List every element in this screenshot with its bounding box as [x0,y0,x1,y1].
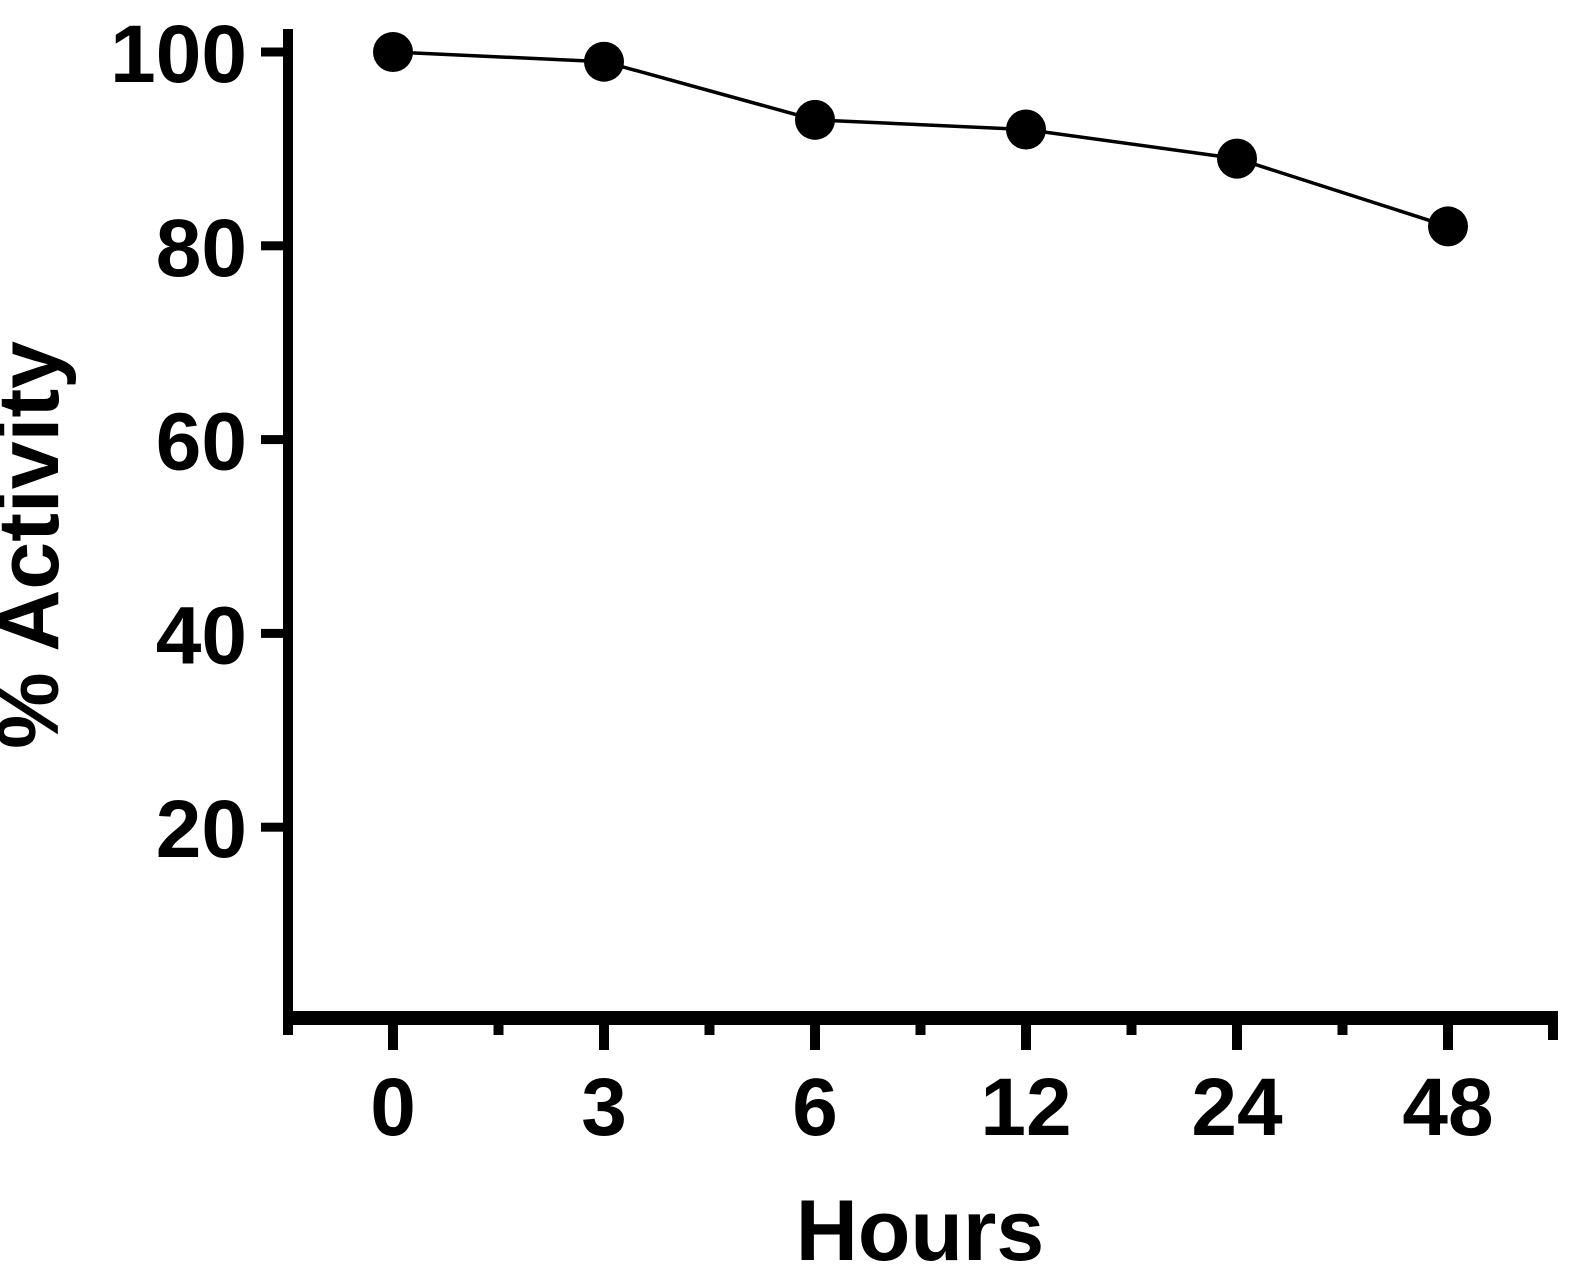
x-tick-label: 3 [581,1062,627,1153]
x-tick-label: 48 [1402,1062,1493,1153]
x-tick-label: 24 [1191,1062,1283,1153]
series-line [392,50,1449,229]
y-major-tick [261,241,293,251]
x-major-tick [810,1011,820,1050]
y-tick-label: 40 [156,590,247,681]
x-major-tick [1443,1011,1453,1050]
y-axis-ticks [261,47,293,832]
series-markers [373,32,1468,247]
data-point-marker [373,32,413,72]
y-tick-label: 60 [156,397,247,488]
x-major-tick [388,1011,398,1050]
x-axis-line [283,1011,1558,1025]
data-point-marker [1217,138,1257,179]
data-point-marker [795,99,835,140]
x-axis-tick-labels: 0 3 6 12 24 48 [370,1062,1493,1153]
x-tick-label: 12 [980,1062,1071,1153]
x-axis-end-tick [1548,1011,1558,1040]
y-major-tick [261,47,293,57]
y-major-tick [261,822,293,832]
x-major-tick [1021,1011,1031,1050]
x-tick-label: 6 [792,1062,838,1153]
y-tick-label: 20 [156,784,247,875]
y-major-tick [261,435,293,445]
y-axis-tick-labels: 100 80 60 40 20 [110,9,247,875]
y-axis-line [283,29,293,1035]
x-major-tick [599,1011,609,1050]
x-axis-title: Hours [796,1183,1044,1279]
y-axis-title: % Activity [0,341,77,749]
data-point-marker [584,41,624,82]
y-tick-label: 100 [110,9,247,100]
x-major-tick [1232,1011,1242,1050]
y-major-tick [261,628,293,638]
x-tick-label: 0 [370,1062,416,1153]
data-point-marker [1428,206,1468,247]
y-tick-label: 80 [156,203,247,294]
data-point-marker [1006,109,1046,150]
